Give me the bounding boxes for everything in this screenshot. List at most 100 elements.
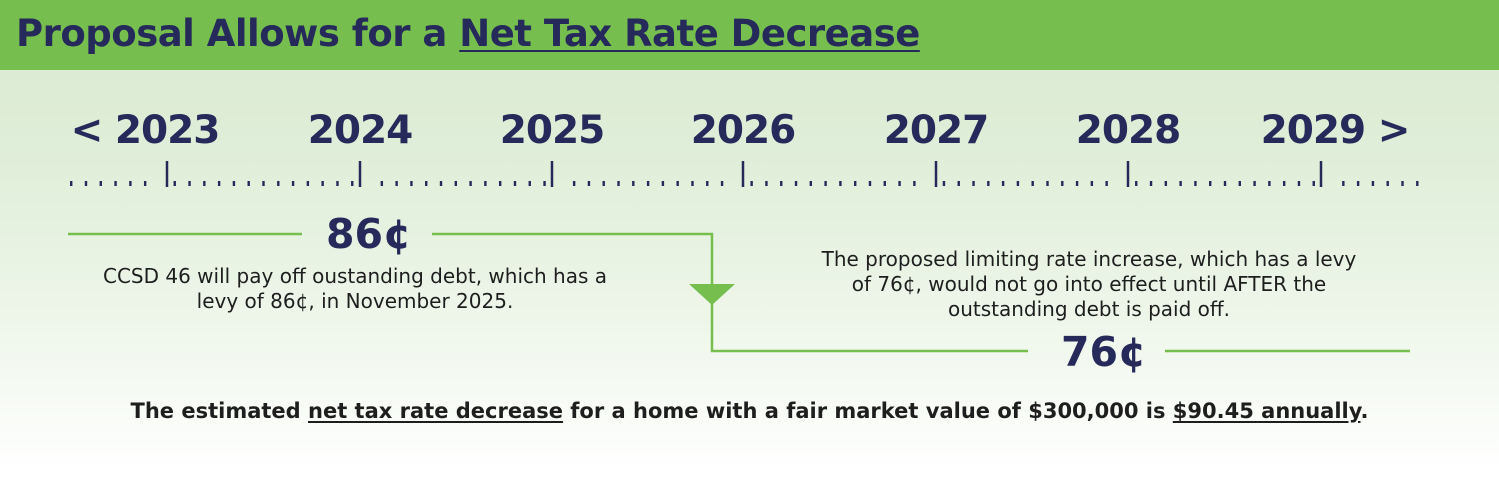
minor-tick: [853, 181, 857, 186]
minor-tick: [203, 181, 206, 186]
minor-tick: [469, 181, 472, 186]
minor-tick: [1194, 181, 1197, 186]
minor-tick: [84, 181, 88, 186]
minor-tick: [232, 181, 236, 186]
minor-tick: [173, 181, 176, 186]
minor-tick: [277, 181, 280, 186]
year-2026-label: 2026: [690, 108, 797, 153]
minor-tick: [957, 181, 960, 186]
summary-emphasis-amount: $90.45 annually: [1172, 399, 1361, 423]
minor-tick: [809, 181, 813, 186]
minor-tick: [676, 181, 679, 186]
minor-tick: [1268, 181, 1271, 186]
minor-tick: [351, 181, 354, 186]
minor-tick: [1356, 181, 1360, 186]
year-2027-label: 2027: [883, 108, 990, 153]
minor-tick: [217, 181, 221, 186]
minor-tick: [395, 181, 398, 186]
minor-tick: [1031, 181, 1034, 186]
minor-tick: [1061, 181, 1064, 186]
minor-tick: [868, 181, 872, 186]
minor-tick: [765, 181, 768, 186]
minor-tick: [972, 181, 975, 186]
minor-tick: [1149, 181, 1153, 186]
minor-tick: [750, 181, 753, 186]
minor-tick: [780, 181, 783, 186]
minor-tick: [321, 181, 324, 186]
minor-tick: [720, 181, 724, 186]
minor-tick: [572, 181, 576, 186]
minor-tick: [262, 181, 265, 186]
minor-tick: [617, 181, 620, 186]
minor-tick: [646, 181, 650, 186]
minor-tick: [380, 181, 384, 186]
minor-tick: [1386, 181, 1389, 186]
minor-tick: [1371, 181, 1375, 186]
minor-tick: [1401, 181, 1404, 186]
year-2028-label: 2028: [1075, 108, 1182, 153]
minor-tick: [1179, 181, 1182, 186]
minor-tick: [1238, 181, 1241, 186]
minor-tick: [1223, 181, 1227, 186]
minor-tick: [1297, 181, 1301, 186]
minor-tick: [528, 181, 531, 186]
minor-tick: [1416, 181, 1419, 186]
minor-tick: [484, 181, 487, 186]
year-2025-label: 2025: [499, 108, 606, 153]
timeline-ruler: [70, 161, 1419, 187]
year-2029-label: 2029 >: [1260, 108, 1411, 153]
title-prefix: Proposal Allows for a: [16, 12, 460, 55]
minor-tick: [306, 181, 310, 186]
minor-tick: [188, 181, 191, 186]
minor-tick: [602, 181, 605, 186]
next-arrow: >: [1377, 108, 1411, 153]
year-2023-label: < 2023: [70, 108, 221, 153]
minor-tick: [706, 181, 709, 186]
current-levy-description: CCSD 46 will pay off oustanding debt, wh…: [102, 264, 607, 313]
header-banner: Proposal Allows for a Net Tax Rate Decre…: [0, 0, 1499, 70]
year-2024-label: 2024: [307, 108, 414, 153]
minor-tick: [410, 181, 413, 186]
minor-tick: [425, 181, 428, 186]
minor-tick: [1282, 181, 1286, 186]
minor-tick: [1135, 181, 1138, 186]
summary-statement: The estimated net tax rate decrease for …: [130, 399, 1369, 423]
minor-tick: [247, 181, 250, 186]
minor-tick: [143, 181, 147, 186]
proposed-levy-value: 76¢: [1061, 328, 1147, 376]
minor-tick: [1075, 181, 1079, 186]
minor-tick: [1342, 181, 1345, 186]
minor-tick: [1209, 181, 1212, 186]
down-arrow-icon: [689, 284, 735, 305]
minor-tick: [1046, 181, 1049, 186]
minor-tick: [439, 181, 443, 186]
minor-tick: [1016, 181, 1020, 186]
minor-tick: [513, 181, 517, 186]
minor-tick: [129, 181, 132, 186]
minor-tick: [70, 181, 73, 186]
proposed-levy-description: The proposed limiting rate increase, whi…: [821, 247, 1357, 321]
prev-arrow: <: [70, 108, 104, 153]
minor-tick: [1105, 181, 1108, 186]
minor-tick: [1312, 181, 1315, 186]
minor-tick: [987, 181, 990, 186]
minor-tick: [824, 181, 827, 186]
minor-tick: [632, 181, 635, 186]
minor-tick: [336, 181, 339, 186]
minor-tick: [543, 181, 546, 186]
minor-tick: [883, 181, 886, 186]
summary-emphasis-decrease: net tax rate decrease: [308, 399, 563, 423]
title-emphasis: Net Tax Rate Decrease: [459, 12, 920, 55]
page-title: Proposal Allows for a Net Tax Rate Decre…: [16, 12, 920, 55]
minor-tick: [913, 181, 916, 186]
minor-tick: [114, 181, 117, 186]
minor-tick: [898, 181, 901, 186]
minor-tick: [587, 181, 591, 186]
minor-tick: [1001, 181, 1005, 186]
minor-tick: [839, 181, 842, 186]
minor-tick: [794, 181, 798, 186]
minor-tick: [942, 181, 946, 186]
minor-tick: [691, 181, 694, 186]
minor-tick: [498, 181, 502, 186]
